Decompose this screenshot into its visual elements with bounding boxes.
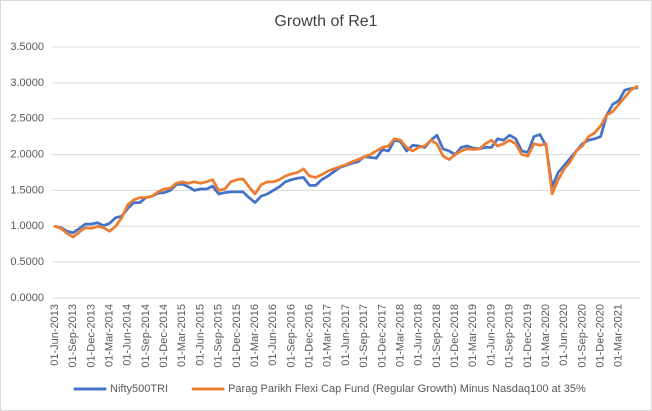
y-tick-label: 3.0000 <box>10 77 44 89</box>
x-tick-label: 01-Dec-2014 <box>158 304 170 368</box>
x-tick-label: 01-Sep-2018 <box>431 304 443 368</box>
y-tick-label: 2.0000 <box>10 148 44 160</box>
x-tick-label: 01-Sep-2020 <box>576 304 588 368</box>
x-tick-label: 01-Mar-2018 <box>394 304 406 367</box>
x-tick-label: 01-Dec-2016 <box>304 304 316 368</box>
x-tick-label: 01-Jun-2015 <box>194 304 206 366</box>
x-tick-label: 01-Dec-2013 <box>85 304 97 368</box>
x-tick-label: 01-Jun-2014 <box>122 304 134 366</box>
x-tick-label: 01-Mar-2014 <box>103 304 115 367</box>
x-tick-label: 01-Dec-2015 <box>231 304 243 368</box>
y-tick-label: 2.5000 <box>10 113 44 125</box>
x-tick-label: 01-Dec-2019 <box>522 304 534 368</box>
x-tick-label: 01-Jun-2018 <box>413 304 425 366</box>
x-tick-label: 01-Sep-2017 <box>358 304 370 368</box>
x-tick-label: 01-Mar-2016 <box>249 304 261 367</box>
legend-label: Parag Parikh Flexi Cap Fund (Regular Gro… <box>228 383 586 395</box>
x-tick-label: 01-Mar-2020 <box>540 304 552 367</box>
x-tick-label: 01-Jun-2020 <box>558 304 570 366</box>
x-tick-label: 01-Mar-2015 <box>176 304 188 367</box>
series-line <box>53 85 639 239</box>
x-tick-label: 01-Jun-2016 <box>267 304 279 366</box>
x-tick-label: 01-Jun-2013 <box>49 304 61 366</box>
x-tick-label: 01-Sep-2014 <box>140 304 152 368</box>
y-tick-label: 3.5000 <box>10 41 44 53</box>
x-tick-label: 01-Jun-2019 <box>485 304 497 366</box>
x-tick-label: 01-Mar-2019 <box>467 304 479 367</box>
x-tick-label: 01-Sep-2013 <box>67 304 79 368</box>
x-tick-label: 01-Dec-2017 <box>376 304 388 368</box>
y-tick-label: 0.5000 <box>10 256 44 268</box>
x-tick-label: 01-Sep-2016 <box>285 304 297 368</box>
x-tick-label: 01-Dec-2018 <box>449 304 461 368</box>
legend-label: Nifty500TRI <box>110 383 168 395</box>
x-tick-label: 01-Dec-2020 <box>595 304 607 368</box>
y-tick-label: 1.0000 <box>10 220 44 232</box>
y-tick-label: 0.0000 <box>10 292 44 304</box>
y-tick-label: 1.5000 <box>10 184 44 196</box>
chart-title: Growth of Re1 <box>274 13 377 30</box>
x-tick-label: 01-Mar-2021 <box>613 304 625 367</box>
x-tick-label: 01-Sep-2015 <box>213 304 225 368</box>
x-tick-label: 01-Mar-2017 <box>322 304 334 367</box>
x-tick-label: 01-Jun-2017 <box>340 304 352 366</box>
x-tick-label: 01-Sep-2019 <box>504 304 516 368</box>
